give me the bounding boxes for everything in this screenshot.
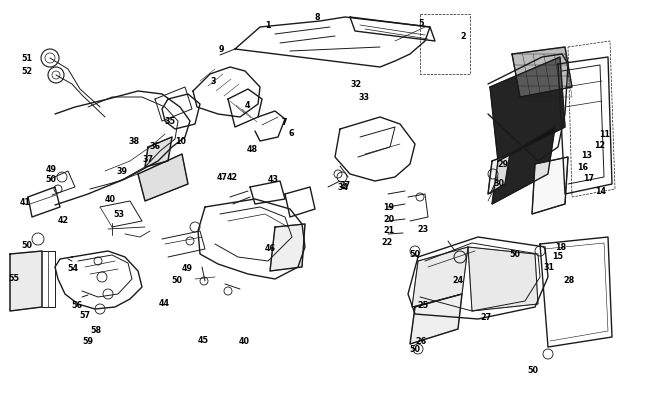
Text: 10: 10	[176, 136, 186, 145]
Text: 2: 2	[461, 32, 466, 41]
Text: 36: 36	[150, 142, 160, 151]
Text: 40: 40	[105, 195, 116, 204]
Text: 37: 37	[143, 154, 153, 163]
Text: 50: 50	[528, 365, 538, 374]
Text: 33: 33	[359, 93, 369, 102]
Text: 18: 18	[554, 243, 566, 252]
Text: 48: 48	[246, 145, 258, 153]
Text: 56: 56	[72, 300, 82, 309]
Text: 51: 51	[22, 54, 32, 63]
Polygon shape	[490, 58, 565, 162]
Text: 52: 52	[21, 66, 33, 75]
Text: 29: 29	[497, 160, 509, 168]
Text: 58: 58	[90, 326, 102, 335]
Text: 46: 46	[265, 243, 276, 252]
Polygon shape	[410, 294, 462, 344]
Text: 21: 21	[383, 226, 395, 234]
Text: 24: 24	[452, 276, 463, 285]
Text: 17: 17	[584, 174, 594, 183]
Text: 27: 27	[339, 181, 350, 190]
Text: 55: 55	[9, 273, 20, 282]
Text: 59: 59	[83, 337, 93, 345]
Text: 35: 35	[164, 117, 175, 126]
Text: 53: 53	[114, 209, 124, 218]
Text: 44: 44	[159, 298, 169, 307]
Text: 43: 43	[268, 175, 278, 183]
Text: 14: 14	[595, 187, 606, 196]
Text: 4: 4	[244, 101, 250, 110]
Text: 57: 57	[79, 311, 90, 320]
Text: 39: 39	[117, 166, 127, 175]
Text: 42: 42	[227, 173, 239, 182]
Polygon shape	[532, 158, 568, 215]
Text: 26: 26	[415, 336, 427, 345]
Polygon shape	[512, 48, 572, 98]
Text: 31: 31	[543, 263, 554, 272]
Text: 25: 25	[417, 300, 428, 309]
Text: 19: 19	[384, 203, 394, 212]
Text: 30: 30	[494, 179, 504, 188]
Text: 1: 1	[265, 21, 270, 30]
Text: 34: 34	[338, 183, 348, 192]
Text: 42: 42	[58, 215, 70, 224]
Text: 40: 40	[239, 337, 250, 345]
Polygon shape	[145, 138, 172, 168]
Text: 49: 49	[46, 165, 56, 174]
Text: 3: 3	[211, 77, 216, 85]
Polygon shape	[412, 247, 468, 307]
Text: 50: 50	[510, 250, 520, 259]
Text: 8: 8	[315, 13, 320, 21]
Polygon shape	[10, 252, 42, 311]
Text: 6: 6	[289, 128, 294, 137]
Polygon shape	[488, 155, 510, 194]
Text: 50: 50	[172, 276, 182, 285]
Text: 50: 50	[410, 250, 420, 259]
Text: 54: 54	[68, 264, 78, 273]
Text: 5: 5	[419, 19, 424, 28]
Text: 50: 50	[410, 344, 420, 353]
Text: 28: 28	[564, 276, 575, 285]
Text: 50: 50	[46, 175, 56, 183]
Text: 41: 41	[20, 198, 30, 207]
Text: 22: 22	[382, 238, 393, 247]
Text: 47: 47	[217, 173, 228, 182]
Text: 20: 20	[383, 214, 395, 223]
Text: 23: 23	[417, 224, 428, 233]
Text: 50: 50	[22, 241, 32, 249]
Text: 9: 9	[218, 45, 224, 54]
Polygon shape	[138, 155, 188, 202]
Text: 27: 27	[480, 312, 492, 321]
Polygon shape	[468, 247, 538, 311]
Text: 32: 32	[350, 80, 362, 89]
Polygon shape	[492, 128, 555, 205]
Text: 49: 49	[182, 264, 192, 273]
Text: 7: 7	[282, 118, 287, 127]
Text: 38: 38	[128, 136, 140, 145]
Text: 15: 15	[552, 252, 563, 260]
Polygon shape	[270, 224, 305, 271]
Text: 12: 12	[593, 141, 605, 149]
Text: 45: 45	[198, 335, 208, 344]
Text: 16: 16	[577, 162, 588, 171]
Text: 13: 13	[581, 150, 592, 159]
Text: 11: 11	[599, 130, 610, 139]
